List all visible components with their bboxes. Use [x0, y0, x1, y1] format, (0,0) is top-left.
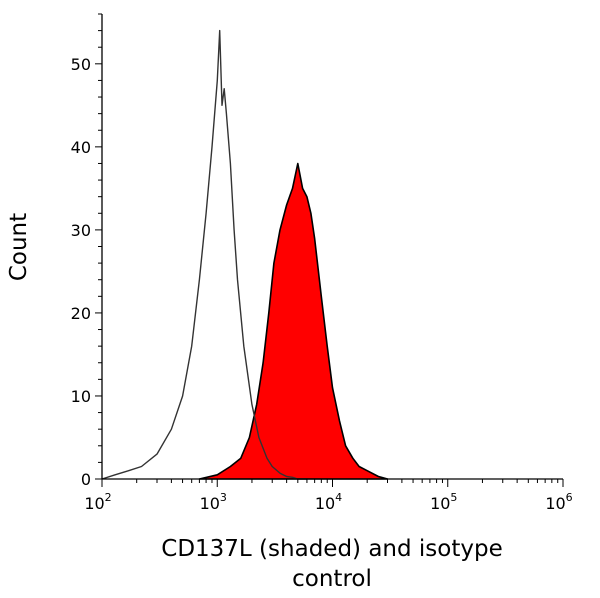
- x-tick-label: 106: [545, 491, 572, 513]
- y-axis-title: Count: [6, 213, 32, 281]
- x-axis-title-line-1: CD137L (shaded) and isotype: [161, 536, 502, 562]
- y-tick-label: 0: [81, 470, 91, 489]
- x-tick-label: 104: [315, 491, 342, 513]
- series-cd137l-area: [198, 162, 389, 480]
- x-tick-label: 102: [84, 491, 111, 513]
- x-axis-title-line-2: control: [292, 566, 372, 592]
- y-tick-label: 50: [71, 55, 91, 74]
- ticks: 0 10 20 30 40 50 102 103 104 105 106: [71, 13, 573, 513]
- y-tick-label: 10: [71, 387, 91, 406]
- y-tick-label: 40: [71, 138, 91, 157]
- y-tick-label: 30: [71, 221, 91, 240]
- plot-area: [101, 29, 389, 480]
- x-tick-label: 105: [430, 491, 457, 513]
- y-tick-label: 20: [71, 304, 91, 323]
- series-isotype-control-line: [101, 29, 307, 480]
- x-tick-label: 103: [200, 491, 227, 513]
